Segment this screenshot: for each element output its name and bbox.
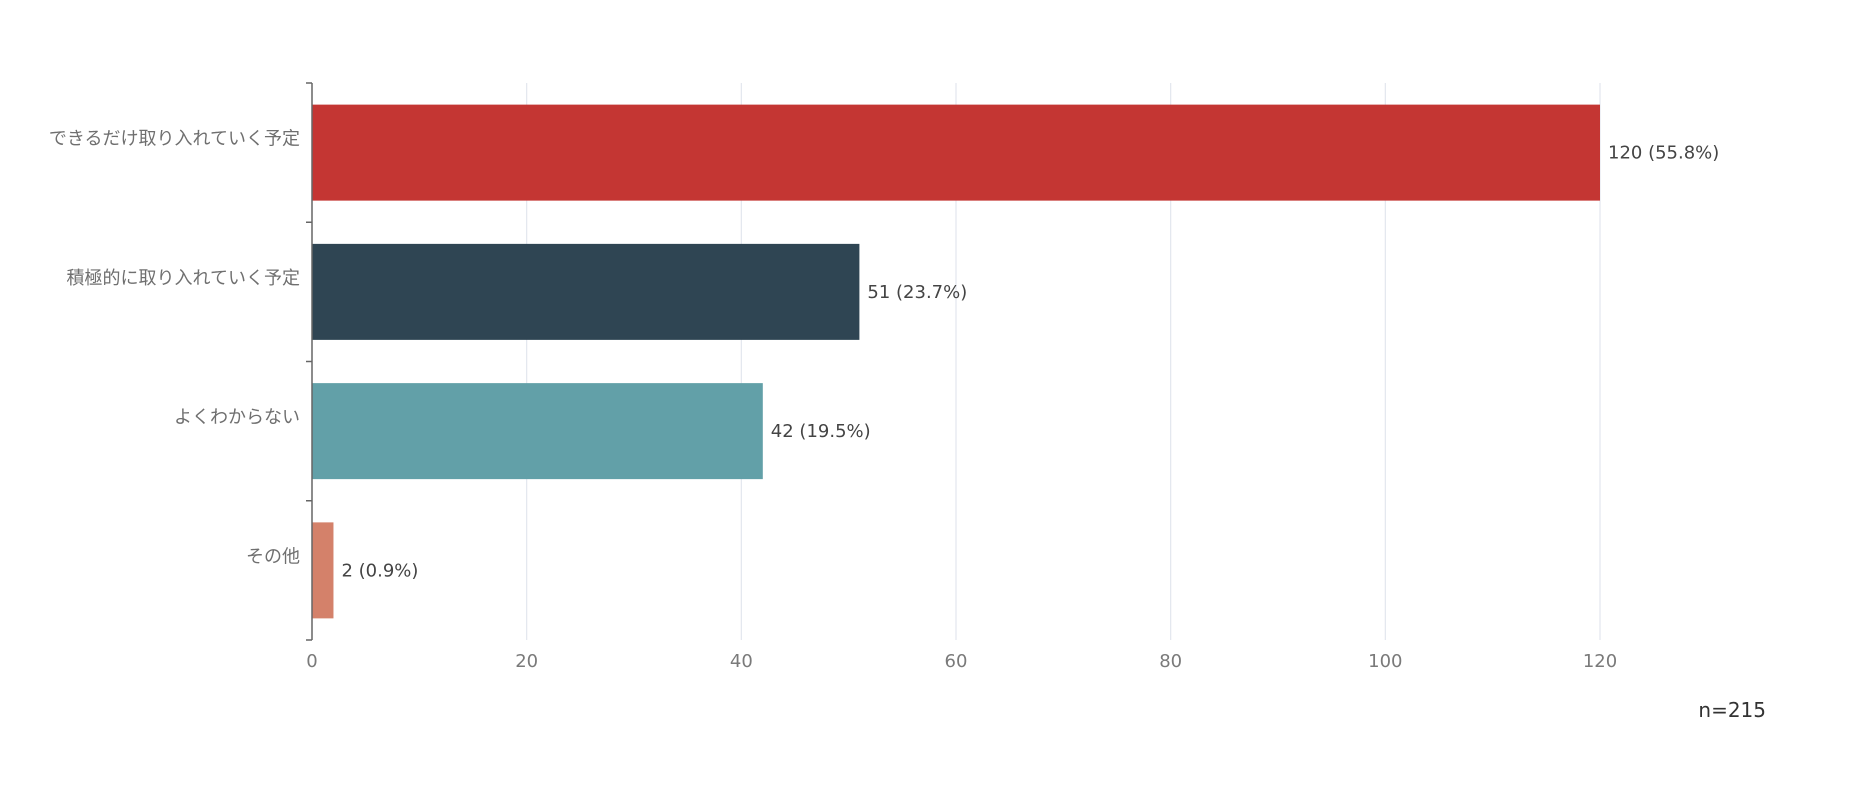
- data-label: 51 (23.7%): [867, 282, 967, 303]
- x-tick-label: 0: [306, 651, 317, 672]
- x-tick-label: 20: [515, 651, 538, 672]
- bar[interactable]: [312, 383, 763, 480]
- x-tick-label: 80: [1159, 651, 1182, 672]
- x-tick-label: 120: [1583, 651, 1617, 672]
- category-label: その他: [246, 546, 300, 567]
- sample-size-note: n=215: [1698, 698, 1766, 722]
- bar[interactable]: [312, 104, 1600, 201]
- data-label: 2 (0.9%): [341, 560, 418, 581]
- category-label: できるだけ取り入れていく予定: [49, 129, 300, 150]
- bar[interactable]: [312, 522, 334, 619]
- bar[interactable]: [312, 243, 860, 340]
- data-label: 42 (19.5%): [771, 421, 871, 442]
- x-tick-label: 40: [730, 651, 753, 672]
- x-tick-labels: 0 20 40 60 80 100 120: [306, 651, 1617, 672]
- category-label: よくわからない: [174, 407, 300, 428]
- y-axis: [306, 82, 313, 641]
- x-tick-label: 100: [1368, 651, 1402, 672]
- category-label: 積極的に取り入れていく予定: [67, 268, 300, 289]
- data-label: 120 (55.8%): [1608, 143, 1719, 164]
- bars: [312, 104, 1600, 619]
- x-tick-label: 60: [945, 651, 968, 672]
- data-labels: 120 (55.8%) 51 (23.7%) 42 (19.5%) 2 (0.9%): [341, 143, 1719, 582]
